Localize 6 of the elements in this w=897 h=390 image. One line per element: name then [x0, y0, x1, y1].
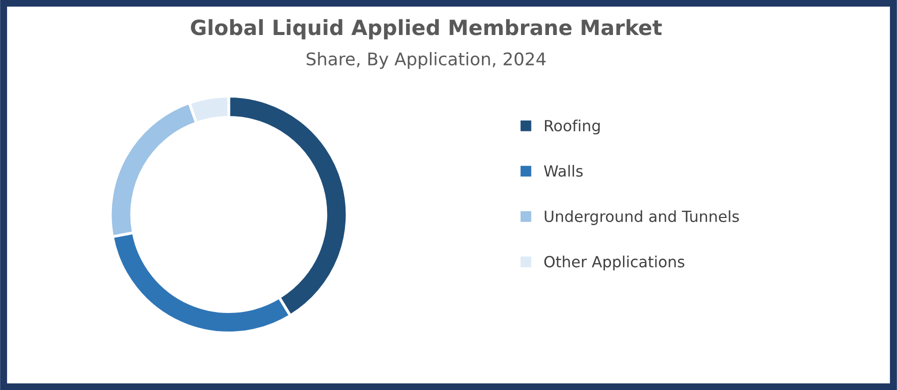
- legend-label: Other Applications: [544, 256, 684, 270]
- chart-title: Global Liquid Applied Membrane Market: [190, 19, 662, 40]
- legend-label: Underground and Tunnels: [544, 210, 739, 226]
- chart-subtitle: Share, By Application, 2024: [306, 52, 546, 69]
- legend-label: Walls: [544, 164, 583, 177]
- legend-label: Roofing: [544, 120, 600, 134]
